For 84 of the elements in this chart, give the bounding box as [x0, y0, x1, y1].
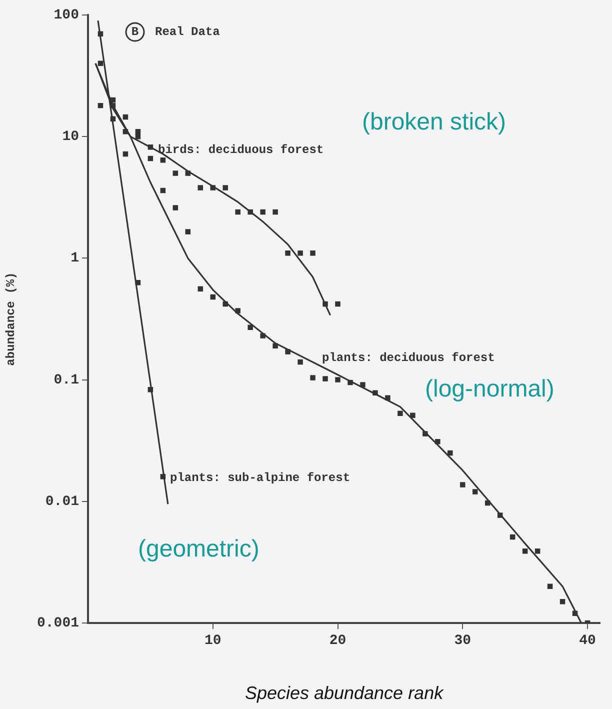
point [335, 377, 340, 382]
y-tick-label: 0.01 [45, 494, 79, 510]
point [298, 250, 303, 256]
point [222, 301, 228, 307]
point [148, 387, 154, 392]
point [172, 170, 178, 176]
point [335, 301, 340, 307]
x-tick-label: 10 [204, 632, 222, 649]
point [185, 170, 191, 176]
point [298, 359, 303, 365]
x-tick-label: 20 [329, 632, 346, 649]
point [348, 380, 353, 386]
point [185, 229, 191, 234]
annotation: (geometric) [138, 536, 260, 563]
point [322, 376, 328, 382]
point [310, 250, 316, 256]
point [222, 185, 228, 190]
point [547, 584, 553, 590]
y-axis-title: abundance (%) [4, 272, 18, 366]
point [160, 188, 166, 194]
point [248, 324, 253, 330]
point [272, 343, 278, 349]
point [360, 382, 366, 388]
point [210, 185, 216, 190]
point [210, 294, 216, 300]
point [522, 548, 528, 554]
point [385, 395, 390, 401]
point [198, 185, 204, 190]
point [98, 31, 104, 36]
annotation: (log-normal) [425, 376, 554, 403]
point [110, 97, 116, 103]
point [560, 598, 566, 604]
y-tick-label: 100 [54, 8, 79, 24]
point [510, 534, 516, 540]
point [310, 375, 316, 380]
x-tick-label: 40 [579, 632, 596, 649]
series-label: birds: deciduous forest [158, 143, 324, 158]
point [235, 308, 240, 314]
point [272, 209, 278, 215]
series-label: plants: sub-alpine forest [170, 471, 350, 486]
point [572, 610, 578, 616]
point [110, 116, 116, 122]
point [260, 333, 266, 338]
point [122, 128, 128, 134]
point [135, 280, 141, 286]
point [372, 390, 378, 396]
point [472, 489, 478, 494]
point [435, 439, 440, 444]
point [484, 500, 490, 506]
y-tick-label: 0.001 [36, 616, 79, 632]
point [534, 548, 540, 554]
point [460, 482, 466, 488]
point [122, 114, 128, 120]
point [248, 209, 253, 215]
point [135, 134, 141, 140]
point [260, 209, 266, 215]
text: Real Data [155, 25, 220, 40]
point [235, 209, 240, 215]
series-label: plants: deciduous forest [322, 351, 495, 366]
point [135, 128, 141, 134]
point [172, 205, 178, 210]
point [497, 512, 503, 518]
point [160, 474, 166, 480]
x-tick-label: 30 [454, 632, 472, 649]
point [422, 431, 428, 436]
point [98, 102, 104, 108]
point [322, 301, 328, 307]
x-axis-title: Species abundance rank [244, 683, 444, 704]
point [122, 151, 128, 157]
point [198, 286, 204, 292]
point [148, 144, 154, 150]
y-tick-label: 10 [62, 129, 79, 146]
annotation: (broken stick) [362, 108, 506, 136]
point [160, 158, 166, 163]
point [398, 410, 403, 416]
y-tick-label: 0.1 [54, 372, 79, 388]
point [448, 450, 453, 456]
annotation: B [131, 25, 139, 40]
point [410, 412, 416, 418]
y-tick-label: 1 [70, 250, 79, 267]
point [285, 250, 290, 256]
point [148, 156, 154, 162]
point [98, 60, 104, 66]
point [285, 349, 290, 354]
